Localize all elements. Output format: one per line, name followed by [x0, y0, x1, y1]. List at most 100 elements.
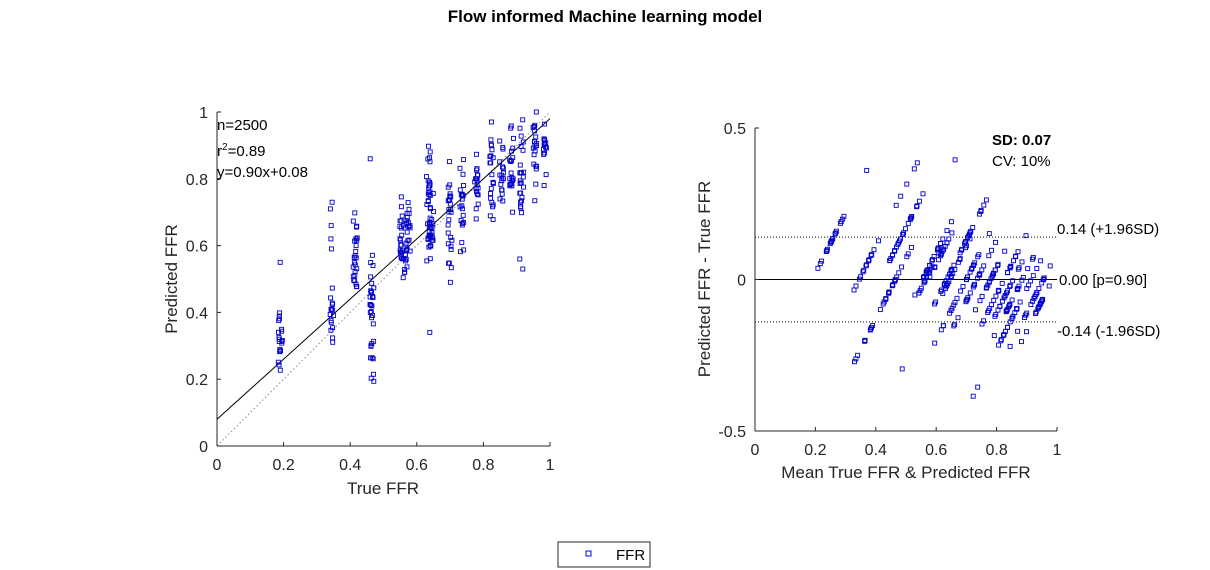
data-point [275, 359, 281, 365]
data-point [962, 239, 968, 245]
data-point [866, 258, 871, 264]
data-point [957, 257, 963, 263]
data-point [369, 252, 375, 258]
data-point [841, 213, 847, 219]
data-point [402, 267, 408, 272]
data-point [947, 310, 953, 316]
bland-altman-panel: 0 0.2 0.4 0.6 0.8 1 -0.5 0 0.5 Mean True FFR & … [695, 121, 1160, 482]
data-point [448, 194, 454, 200]
data-point [474, 167, 479, 173]
data-point [404, 229, 410, 235]
data-point [533, 166, 539, 172]
data-point [1006, 302, 1012, 308]
data-point [407, 248, 413, 254]
data-point [904, 254, 910, 260]
fit-line-path [216, 118, 551, 420]
data-point [489, 119, 494, 125]
data-point [371, 378, 377, 384]
data-point [948, 273, 954, 279]
data-point [908, 244, 914, 250]
data-point [399, 232, 405, 238]
data-point [1015, 286, 1021, 292]
y-tick-label: 0.4 [186, 305, 208, 322]
x-tick-label: 0.4 [865, 442, 887, 459]
data-point [368, 343, 374, 349]
data-point [518, 190, 524, 196]
data-point [354, 284, 359, 289]
data-point [877, 307, 883, 313]
data-point [976, 252, 982, 258]
x-tick-label: 0.6 [406, 457, 428, 474]
data-point [863, 263, 869, 269]
data-point [862, 337, 868, 343]
data-point [964, 297, 970, 303]
data-point [446, 159, 452, 165]
data-point [457, 165, 463, 171]
data-point [979, 267, 985, 273]
data-point [448, 207, 454, 212]
data-point [1015, 328, 1021, 334]
data-point [971, 262, 977, 268]
data-point [530, 124, 536, 130]
data-point [1038, 258, 1044, 264]
data-point [448, 234, 454, 240]
data-point [518, 180, 524, 186]
y-tick-label: -0.5 [718, 424, 746, 441]
data-point [459, 240, 465, 246]
data-point [967, 236, 973, 242]
data-point [500, 176, 506, 182]
data-point [966, 231, 972, 237]
data-point [904, 181, 910, 187]
y-tick-label: 0.2 [186, 372, 208, 389]
x-tick-label: 1 [546, 457, 555, 474]
right-x-label: Mean True FFR & Predicted FFR [781, 463, 1030, 482]
data-point [371, 371, 376, 377]
n-annotation: n=2500 [217, 117, 267, 134]
data-point [368, 289, 374, 295]
data-point [1007, 282, 1013, 288]
data-point [995, 263, 1001, 268]
data-point [950, 270, 956, 276]
data-point [541, 151, 547, 157]
data-point [460, 171, 466, 177]
data-point [509, 175, 515, 181]
data-point [998, 338, 1004, 344]
data-point [965, 274, 971, 280]
data-point [276, 362, 282, 368]
data-point [427, 159, 433, 165]
x-tick-label: 0.6 [925, 442, 947, 459]
data-point [908, 216, 914, 221]
data-point [887, 258, 893, 263]
data-point [518, 199, 523, 205]
data-point [964, 296, 970, 302]
data-point [330, 335, 336, 341]
legend[interactable]: FFR [557, 541, 651, 568]
data-point [509, 180, 515, 186]
data-point [1004, 307, 1010, 313]
data-point [520, 139, 526, 145]
data-point [370, 295, 376, 301]
data-point [837, 220, 843, 226]
data-point [1019, 277, 1025, 283]
y-tick-label: 0 [737, 273, 746, 290]
data-point [331, 313, 336, 319]
data-point [543, 172, 549, 178]
data-point [368, 274, 374, 280]
data-point [517, 256, 523, 262]
data-point [329, 199, 335, 205]
data-point [1034, 266, 1040, 271]
data-point [402, 258, 408, 264]
upper-loa-label: 0.14 (+1.96SD) [1057, 221, 1159, 238]
data-point [404, 218, 410, 224]
data-point [520, 266, 526, 272]
data-point [1005, 324, 1010, 330]
data-point [1010, 278, 1016, 284]
data-point [328, 246, 334, 252]
data-point [920, 191, 926, 197]
data-point [938, 251, 944, 257]
data-point [541, 121, 547, 127]
data-point [975, 384, 981, 390]
data-point [893, 202, 899, 208]
data-point [368, 302, 374, 308]
data-point [530, 145, 536, 151]
